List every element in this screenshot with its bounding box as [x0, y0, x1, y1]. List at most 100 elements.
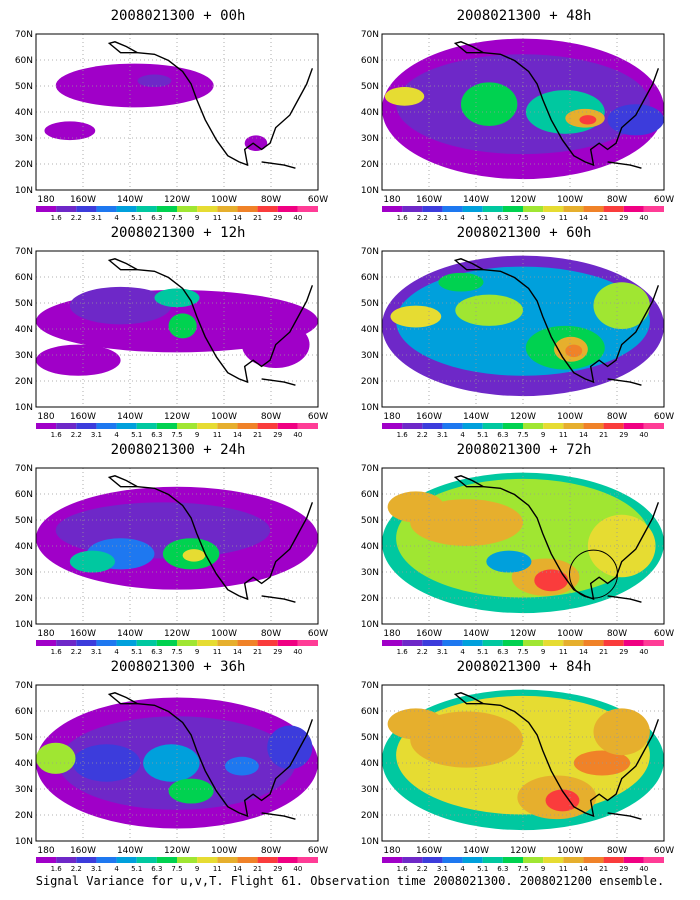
map-svg: 70N 60N 50N 40N 30N 20N 10N 180 160W 140W 120W 100W…	[15, 464, 328, 656]
variance-region	[182, 549, 206, 562]
lon-tick-label: 120W	[164, 412, 190, 422]
lon-tick-label: 80W	[261, 629, 281, 639]
variance-region	[593, 708, 650, 756]
variance-region	[587, 514, 656, 578]
lon-tick-label: 100W	[211, 195, 237, 205]
colorbar-label: 21	[253, 214, 262, 222]
lat-tick-label: 30N	[361, 351, 379, 361]
lon-tick-label: 160W	[70, 629, 96, 639]
colorbar-label: 1.6	[51, 865, 63, 873]
colorbar-swatch	[502, 423, 523, 429]
variance-region	[55, 63, 214, 108]
colorbar-label: 2.2	[71, 431, 82, 439]
map-svg: 70N 60N 50N 40N 30N 20N 10N 180 160W 140W 120W 100W…	[15, 681, 328, 873]
colorbar-swatch	[197, 423, 218, 429]
coastline	[484, 704, 659, 816]
colorbar-swatch	[543, 423, 564, 429]
colorbar-label: 21	[253, 648, 262, 656]
colorbar-swatch	[563, 423, 584, 429]
colorbar-swatch	[156, 206, 177, 212]
colorbar-swatch	[482, 857, 503, 863]
lon-tick-label: 180	[37, 195, 54, 205]
colorbar-swatch	[442, 206, 463, 212]
colorbar-label: 5.1	[131, 865, 142, 873]
colorbar-label: 11	[213, 431, 222, 439]
colorbar-swatch	[217, 857, 238, 863]
lat-tick-label: 50N	[361, 82, 379, 92]
lon-tick-label: 60W	[654, 195, 674, 205]
map-panel: 2008021300 + 60h 70N 60N 50N 40N 30N 20N 10N 18…	[354, 225, 694, 440]
colorbar-swatch	[643, 423, 664, 429]
lon-tick-label: 160W	[70, 412, 96, 422]
colorbar-swatch	[56, 640, 77, 646]
lat-tick-label: 40N	[361, 325, 379, 335]
colorbar-swatch	[523, 640, 544, 646]
lat-tick-label: 70N	[15, 681, 33, 691]
lat-tick-label: 10N	[15, 837, 33, 847]
colorbar-swatch	[462, 640, 483, 646]
lon-tick-label: 140W	[117, 846, 143, 856]
colorbar-label: 40	[293, 865, 302, 873]
colorbar-swatch	[136, 857, 157, 863]
colorbar-label: 40	[293, 648, 302, 656]
colorbar-swatch	[156, 640, 177, 646]
lat-tick-label: 10N	[15, 186, 33, 196]
colorbar-label: 3.1	[437, 648, 448, 656]
colorbar-swatch	[36, 640, 57, 646]
panel-title: 2008021300 + 48h	[456, 8, 592, 24]
colorbar-swatch	[502, 857, 523, 863]
lat-tick-label: 20N	[15, 594, 33, 604]
lon-tick-label: 180	[383, 412, 400, 422]
colorbar-swatch	[462, 206, 483, 212]
lat-tick-label: 70N	[15, 30, 33, 40]
colorbar-label: 11	[559, 214, 568, 222]
lat-tick-label: 20N	[361, 594, 379, 604]
colorbar-label: 3.1	[437, 214, 448, 222]
colorbar-label: 21	[599, 214, 608, 222]
lat-tick-label: 30N	[15, 351, 33, 361]
lat-tick-label: 10N	[361, 186, 379, 196]
colorbar-swatch	[36, 423, 57, 429]
lat-tick-label: 70N	[15, 464, 33, 474]
colorbar-label: 4	[460, 214, 465, 222]
lon-tick-label: 180	[383, 629, 400, 639]
lon-tick-label: 80W	[261, 412, 281, 422]
colorbar-label: 29	[619, 214, 628, 222]
variance-region	[455, 294, 523, 326]
colorbar-swatch	[422, 423, 443, 429]
colorbar-label: 4	[114, 865, 119, 873]
variance-region	[573, 750, 631, 776]
colorbar-label: 9	[195, 214, 199, 222]
lat-tick-label: 10N	[361, 403, 379, 413]
map-panel: 2008021300 + 84h 70N 60N 50N 40N 30N 20N 10N 18…	[354, 659, 694, 874]
colorbar-label: 14	[579, 214, 588, 222]
colorbar-swatch	[502, 640, 523, 646]
colorbar-label: 4	[460, 648, 465, 656]
variance-region	[72, 744, 141, 782]
colorbar-swatch	[523, 206, 544, 212]
colorbar-swatch	[197, 640, 218, 646]
variance-region	[438, 272, 484, 292]
colorbar-label: 11	[213, 214, 222, 222]
colorbar-swatch	[603, 857, 624, 863]
panel-title: 2008021300 + 72h	[456, 442, 592, 458]
lon-tick-label: 100W	[557, 195, 583, 205]
colorbar-swatch	[422, 640, 443, 646]
lon-tick-label: 140W	[463, 846, 489, 856]
panel-title: 2008021300 + 36h	[110, 659, 246, 675]
colorbar-label: 9	[195, 431, 199, 439]
colorbar-swatch	[257, 640, 278, 646]
variance-region	[486, 550, 532, 573]
map-svg: 70N 60N 50N 40N 30N 20N 10N 180 160W 140W 120W 100W…	[361, 464, 674, 656]
colorbar-label: 29	[273, 648, 282, 656]
colorbar-swatch	[382, 206, 403, 212]
lat-tick-label: 30N	[361, 785, 379, 795]
variance-region	[607, 104, 664, 136]
lat-tick-label: 10N	[361, 620, 379, 630]
colorbar-swatch	[297, 640, 318, 646]
colorbar-label: 14	[233, 865, 242, 873]
colorbar-label: 9	[541, 431, 545, 439]
variance-region	[534, 569, 569, 592]
colorbar-swatch	[116, 206, 137, 212]
coastline	[138, 704, 313, 816]
